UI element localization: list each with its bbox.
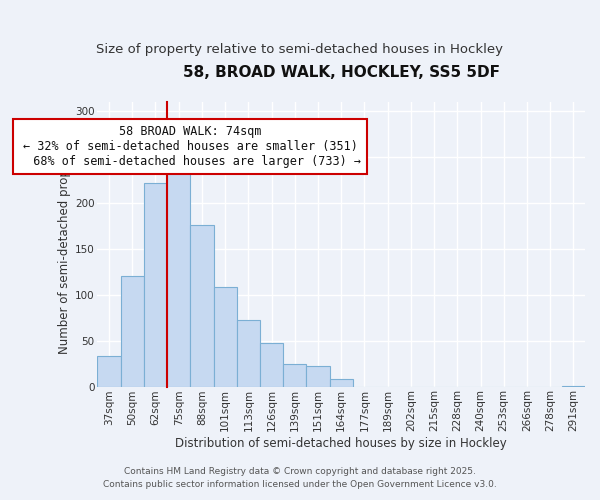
Bar <box>260 344 283 386</box>
Title: 58, BROAD WALK, HOCKLEY, SS5 5DF: 58, BROAD WALK, HOCKLEY, SS5 5DF <box>183 65 500 80</box>
Bar <box>237 320 260 386</box>
Bar <box>214 288 237 386</box>
Bar <box>121 276 144 386</box>
Bar <box>283 364 307 386</box>
Bar <box>329 379 353 386</box>
Bar <box>97 356 121 386</box>
Bar <box>307 366 329 386</box>
Bar <box>190 225 214 386</box>
Text: Contains HM Land Registry data © Crown copyright and database right 2025.: Contains HM Land Registry data © Crown c… <box>124 467 476 476</box>
X-axis label: Distribution of semi-detached houses by size in Hockley: Distribution of semi-detached houses by … <box>175 437 507 450</box>
Bar <box>167 157 190 386</box>
Text: Size of property relative to semi-detached houses in Hockley: Size of property relative to semi-detach… <box>97 42 503 56</box>
Text: 58 BROAD WALK: 74sqm
← 32% of semi-detached houses are smaller (351)
  68% of se: 58 BROAD WALK: 74sqm ← 32% of semi-detac… <box>19 125 361 168</box>
Y-axis label: Number of semi-detached properties: Number of semi-detached properties <box>58 135 71 354</box>
Text: Contains public sector information licensed under the Open Government Licence v3: Contains public sector information licen… <box>103 480 497 489</box>
Bar <box>144 183 167 386</box>
